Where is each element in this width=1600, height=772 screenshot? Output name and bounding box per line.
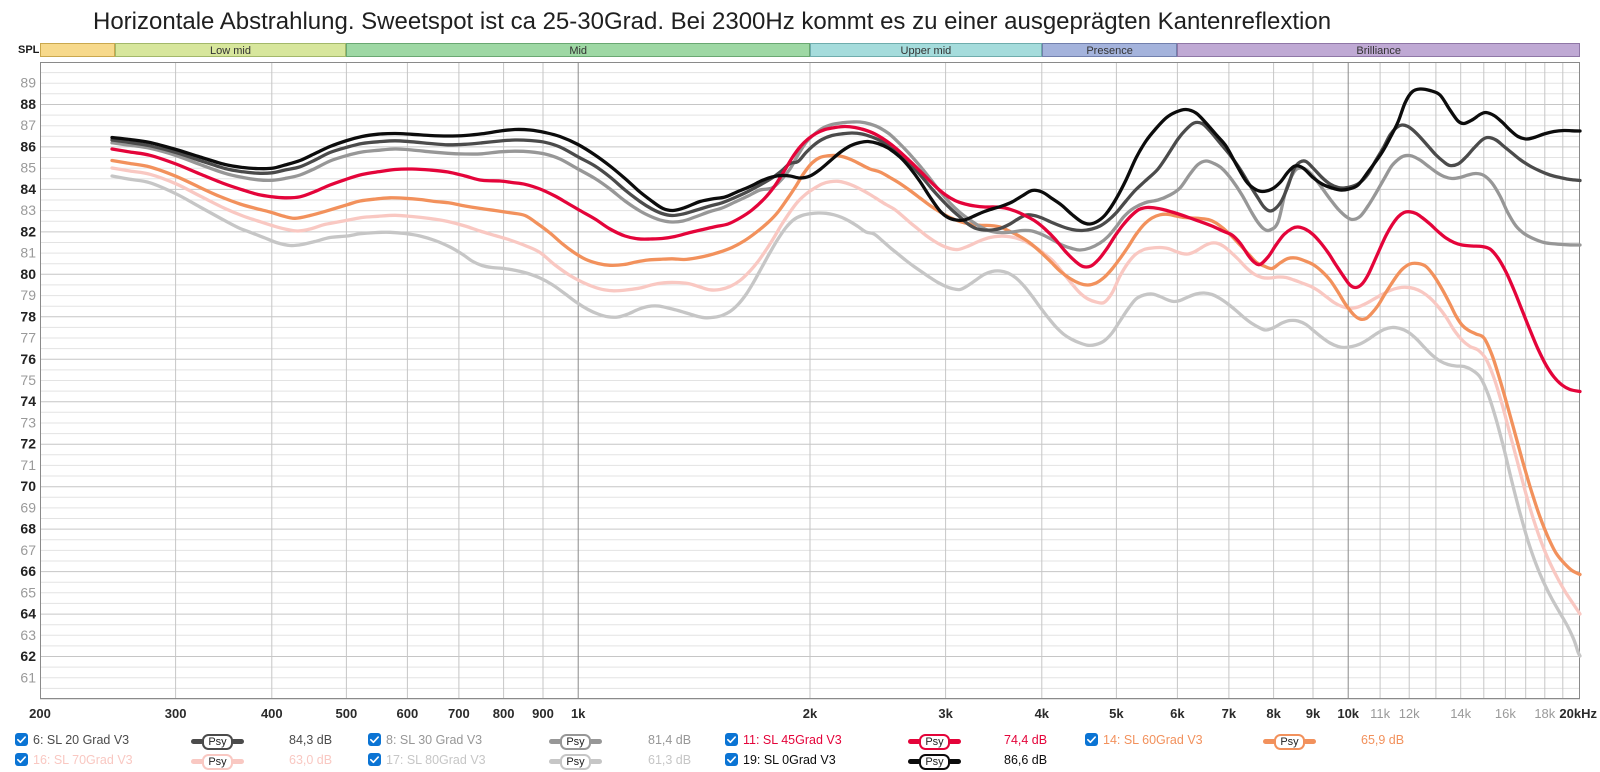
svg-text:6k: 6k <box>1170 706 1185 721</box>
svg-text:73: 73 <box>20 415 36 431</box>
svg-text:16k: 16k <box>1495 706 1516 721</box>
svg-text:80: 80 <box>20 266 36 282</box>
svg-text:86: 86 <box>20 138 36 154</box>
svg-text:84: 84 <box>20 181 36 197</box>
svg-text:18k: 18k <box>1534 706 1555 721</box>
svg-text:2k: 2k <box>803 706 818 721</box>
svg-text:78: 78 <box>20 308 36 324</box>
svg-text:8k: 8k <box>1266 706 1281 721</box>
svg-text:70: 70 <box>20 478 36 494</box>
svg-text:67: 67 <box>20 542 36 558</box>
svg-text:69: 69 <box>20 499 36 515</box>
svg-text:71: 71 <box>20 457 36 473</box>
svg-text:3k: 3k <box>938 706 953 721</box>
svg-text:65: 65 <box>20 584 36 600</box>
svg-text:85: 85 <box>20 160 36 176</box>
svg-text:82: 82 <box>20 223 36 239</box>
svg-text:68: 68 <box>20 521 36 537</box>
svg-text:66: 66 <box>20 563 36 579</box>
svg-text:700: 700 <box>448 706 470 721</box>
svg-text:200: 200 <box>29 706 51 721</box>
svg-text:400: 400 <box>261 706 283 721</box>
svg-text:600: 600 <box>397 706 419 721</box>
svg-text:88: 88 <box>20 96 36 112</box>
svg-text:300: 300 <box>165 706 187 721</box>
svg-text:7k: 7k <box>1222 706 1237 721</box>
svg-text:76: 76 <box>20 351 36 367</box>
svg-text:4k: 4k <box>1035 706 1050 721</box>
svg-text:89: 89 <box>20 75 36 91</box>
svg-text:81: 81 <box>20 245 36 261</box>
svg-text:77: 77 <box>20 330 36 346</box>
svg-text:9k: 9k <box>1306 706 1321 721</box>
svg-text:11k: 11k <box>1370 706 1390 721</box>
svg-text:5k: 5k <box>1109 706 1124 721</box>
svg-text:12k: 12k <box>1399 706 1420 721</box>
svg-text:10k: 10k <box>1337 706 1359 721</box>
svg-text:1k: 1k <box>571 706 586 721</box>
svg-text:72: 72 <box>20 436 36 452</box>
svg-text:79: 79 <box>20 287 36 303</box>
svg-text:20kHz: 20kHz <box>1559 706 1597 721</box>
svg-text:14k: 14k <box>1450 706 1471 721</box>
svg-text:64: 64 <box>20 606 36 622</box>
svg-text:61: 61 <box>20 669 36 685</box>
svg-text:87: 87 <box>20 117 36 133</box>
svg-text:83: 83 <box>20 202 36 218</box>
svg-text:800: 800 <box>493 706 515 721</box>
svg-text:62: 62 <box>20 648 36 664</box>
svg-text:63: 63 <box>20 627 36 643</box>
svg-text:900: 900 <box>532 706 554 721</box>
svg-text:500: 500 <box>336 706 358 721</box>
svg-text:75: 75 <box>20 372 36 388</box>
svg-text:74: 74 <box>20 393 36 409</box>
